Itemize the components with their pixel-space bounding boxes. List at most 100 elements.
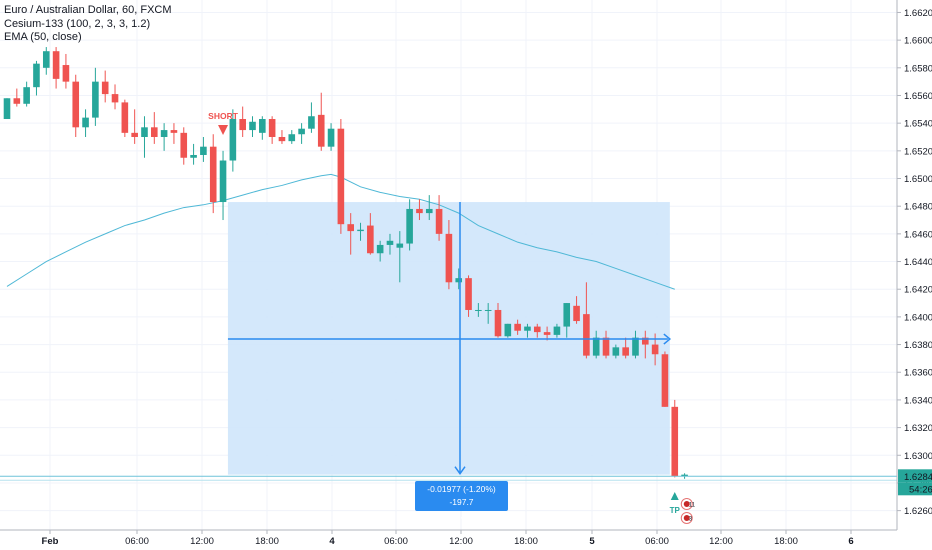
candle-body <box>160 130 168 137</box>
candle <box>602 330 610 359</box>
candle-body <box>190 154 197 158</box>
candle <box>298 123 305 144</box>
candle <box>33 60 40 96</box>
price-tick-label: 1.64200 <box>904 285 932 296</box>
candle-body <box>524 326 531 331</box>
candle <box>533 323 541 338</box>
price-tick-label: 1.63800 <box>904 340 932 351</box>
candle-body <box>249 121 256 131</box>
ema-polyline <box>6 173 675 290</box>
trade-marker-dot <box>683 501 690 507</box>
candle-body <box>435 208 443 234</box>
candle <box>229 109 237 172</box>
candle-body <box>141 127 148 137</box>
candle <box>131 109 138 144</box>
candle-body <box>632 337 639 356</box>
price-tick-label: 1.62600 <box>904 506 932 517</box>
overlay: SHORT TP 11 3 <box>0 111 897 524</box>
candle-body <box>52 51 60 79</box>
candle <box>524 323 531 338</box>
candle-body <box>475 309 482 311</box>
candle-body <box>92 81 99 118</box>
price-tick-label: 1.65000 <box>904 174 932 185</box>
candle <box>151 112 158 144</box>
candle-body <box>357 229 364 232</box>
candle-body <box>406 208 413 244</box>
candle <box>121 99 129 137</box>
price-tick-label: 1.63400 <box>904 395 932 406</box>
candle <box>425 195 433 221</box>
candle-body <box>82 117 89 128</box>
candle-body <box>396 243 404 248</box>
time-tick-label: 18:00 <box>255 536 279 547</box>
short-signal-arrow-icon <box>218 125 229 135</box>
time-tick-label: 12:00 <box>709 536 733 547</box>
trade-marker-dot <box>683 515 690 521</box>
trade-marker-label: 3 <box>689 517 693 523</box>
price-tick-label: 1.64000 <box>904 312 932 323</box>
candle <box>583 282 590 359</box>
candle <box>308 102 315 133</box>
candle <box>42 47 50 75</box>
candle <box>465 275 472 317</box>
candle-body <box>111 94 119 103</box>
candle-body <box>563 303 571 327</box>
candle <box>180 127 188 165</box>
price-axis[interactable]: 1.626001.628001.630001.632001.634001.636… <box>896 0 932 530</box>
candle <box>288 130 296 144</box>
candle-body <box>337 128 345 225</box>
chart-legend: Euro / Australian Dollar, 60, FXCM Cesiu… <box>4 4 172 45</box>
price-tick-label: 1.64600 <box>904 229 932 240</box>
tp-signal-arrow-icon <box>670 492 679 500</box>
price-axis-bg <box>897 0 932 530</box>
candle-body <box>583 314 590 356</box>
candle <box>445 220 453 290</box>
time-tick-label: 06:00 <box>645 536 669 547</box>
candle <box>160 123 168 151</box>
price-tick-label: 1.65800 <box>904 63 932 74</box>
candle <box>92 67 99 126</box>
candle <box>642 330 649 359</box>
candle-body <box>514 323 521 331</box>
price-tick-label: 1.64400 <box>904 257 932 268</box>
candle-body <box>170 130 178 133</box>
candle <box>190 143 197 165</box>
candle-body <box>455 278 463 283</box>
candle-body <box>543 332 551 335</box>
time-axis[interactable]: Feb 06:00 12:00 18:00 4 06:00 12:00 18:00 5 06:00… <box>0 529 932 550</box>
candle <box>200 136 207 162</box>
time-tick-label: 4 <box>329 536 335 547</box>
price-tick-label: 1.63600 <box>904 368 932 379</box>
candle-body <box>602 337 610 356</box>
time-tick-label: 18:00 <box>774 536 798 547</box>
time-tick-label: 06:00 <box>384 536 408 547</box>
ema-line <box>6 173 675 290</box>
indicator-cesium[interactable]: Cesium-133 (100, 2, 3, 3, 1.2) <box>4 17 151 30</box>
candle <box>396 231 404 283</box>
candle-body <box>101 81 109 95</box>
time-tick-label: 18:00 <box>514 536 538 547</box>
candle-body <box>42 51 50 68</box>
price-tick-label: 1.63000 <box>904 451 932 462</box>
candle-body <box>121 102 129 133</box>
candle-body <box>298 128 305 135</box>
candle-body <box>180 132 188 158</box>
candle <box>671 399 679 478</box>
candle <box>3 98 11 120</box>
candle-body <box>386 240 394 245</box>
candle-body <box>376 244 384 254</box>
candle <box>475 303 482 317</box>
current-price-tag <box>898 469 932 483</box>
price-tick-label: 1.66000 <box>904 36 932 47</box>
indicator-ema[interactable]: EMA (50, close) <box>4 31 82 43</box>
candle <box>494 303 502 338</box>
candle <box>514 319 521 335</box>
time-tick-label: Feb <box>42 536 59 547</box>
price-tick-label: 1.63200 <box>904 423 932 434</box>
candle <box>455 268 463 290</box>
short-signal-label: SHORT <box>208 111 239 121</box>
candle-body <box>642 337 649 345</box>
candle <box>367 213 374 255</box>
candle <box>101 70 109 103</box>
